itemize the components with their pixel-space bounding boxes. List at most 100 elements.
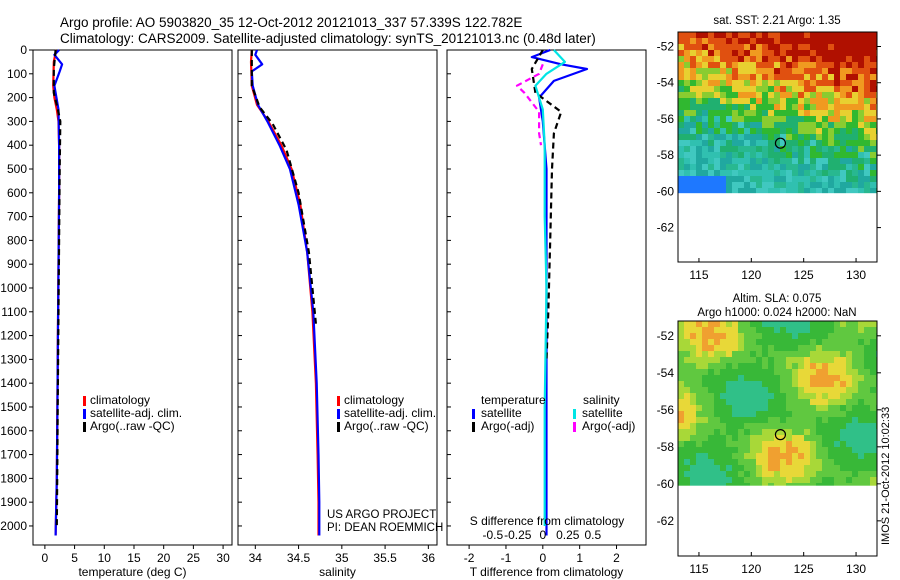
map-cell xyxy=(780,104,786,110)
map-cell xyxy=(726,68,732,74)
map-cell xyxy=(690,74,696,80)
map-cell xyxy=(714,441,720,447)
map-cell xyxy=(690,50,696,56)
map-cell xyxy=(690,164,696,170)
map-cell xyxy=(696,44,702,50)
map-cell xyxy=(798,152,804,158)
map-cell xyxy=(822,182,828,188)
map-cell xyxy=(696,333,702,339)
map-cell xyxy=(702,152,708,158)
map-cell xyxy=(744,411,750,417)
map-cell xyxy=(732,158,738,164)
temperature-x-tick-label: 20 xyxy=(157,551,171,565)
map-cell xyxy=(744,86,750,92)
map-cell xyxy=(726,471,732,477)
salinity-plot-frame xyxy=(237,49,438,546)
map-cell xyxy=(768,483,774,486)
map-cell xyxy=(780,441,786,447)
map-cell xyxy=(780,429,786,435)
map-cell xyxy=(750,92,756,98)
map-cell xyxy=(846,381,852,387)
map-cell xyxy=(774,429,780,435)
map-cell xyxy=(750,459,756,465)
map-cell xyxy=(834,50,840,56)
s-tick-label: 0 xyxy=(539,528,546,542)
map-cell xyxy=(720,357,726,363)
map-cell xyxy=(726,459,732,465)
map-cell xyxy=(714,152,720,158)
map-cell xyxy=(696,92,702,98)
map-cell xyxy=(726,62,732,68)
map-cell xyxy=(828,98,834,104)
map-cell xyxy=(738,158,744,164)
depth-tick-label: 1200 xyxy=(0,329,27,343)
map-cell xyxy=(684,122,690,128)
depth-tick-label: 1400 xyxy=(0,376,27,390)
map-cell xyxy=(840,477,846,483)
map-cell xyxy=(702,128,708,134)
sst-map-lon-tick-label: 120 xyxy=(741,268,761,282)
map-cell xyxy=(696,369,702,375)
map-cell xyxy=(714,98,720,104)
map-cell xyxy=(732,405,738,411)
map-cell xyxy=(798,86,804,92)
map-cell xyxy=(870,152,876,158)
map-cell xyxy=(684,182,690,188)
map-cell xyxy=(774,182,780,188)
map-cell xyxy=(738,471,744,477)
map-cell xyxy=(678,146,684,152)
map-cell xyxy=(702,140,708,146)
map-cell xyxy=(864,80,870,86)
map-cell xyxy=(804,357,810,363)
map-cell xyxy=(804,110,810,116)
map-cell xyxy=(678,182,684,188)
map-cell xyxy=(828,182,834,188)
sst-map-lon-tick-label: 130 xyxy=(846,268,866,282)
map-cell xyxy=(804,80,810,86)
map-cell xyxy=(822,140,828,146)
map-cell xyxy=(822,393,828,399)
map-cell xyxy=(846,369,852,375)
map-cell xyxy=(774,477,780,483)
map-cell xyxy=(786,158,792,164)
map-cell xyxy=(834,110,840,116)
map-cell xyxy=(684,32,690,38)
map-cell xyxy=(762,92,768,98)
map-cell xyxy=(726,158,732,164)
map-cell xyxy=(738,152,744,158)
map-cell xyxy=(690,477,696,483)
map-cell xyxy=(792,333,798,339)
map-cell xyxy=(858,393,864,399)
map-cell xyxy=(774,158,780,164)
map-cell xyxy=(852,483,858,486)
map-cell xyxy=(804,68,810,74)
map-cell xyxy=(732,44,738,50)
differences-series-1 xyxy=(530,49,563,360)
map-cell xyxy=(846,357,852,363)
map-cell xyxy=(756,164,762,170)
map-cell xyxy=(852,363,858,369)
map-cell xyxy=(762,128,768,134)
map-cell xyxy=(774,411,780,417)
map-cell xyxy=(786,44,792,50)
map-cell xyxy=(768,128,774,134)
map-cell xyxy=(702,62,708,68)
map-cell xyxy=(804,345,810,351)
depth-tick-label: 400 xyxy=(7,138,27,152)
map-cell xyxy=(810,116,816,122)
map-cell xyxy=(774,44,780,50)
map-cell xyxy=(696,339,702,345)
map-cell xyxy=(828,146,834,152)
map-cell xyxy=(756,110,762,116)
map-cell xyxy=(756,80,762,86)
map-cell xyxy=(798,411,804,417)
map-cell xyxy=(864,369,870,375)
map-cell xyxy=(678,44,684,50)
map-cell xyxy=(840,357,846,363)
map-cell xyxy=(864,399,870,405)
map-cell xyxy=(708,375,714,381)
map-cell xyxy=(792,44,798,50)
map-cell xyxy=(804,483,810,486)
map-cell xyxy=(786,104,792,110)
map-cell xyxy=(696,158,702,164)
